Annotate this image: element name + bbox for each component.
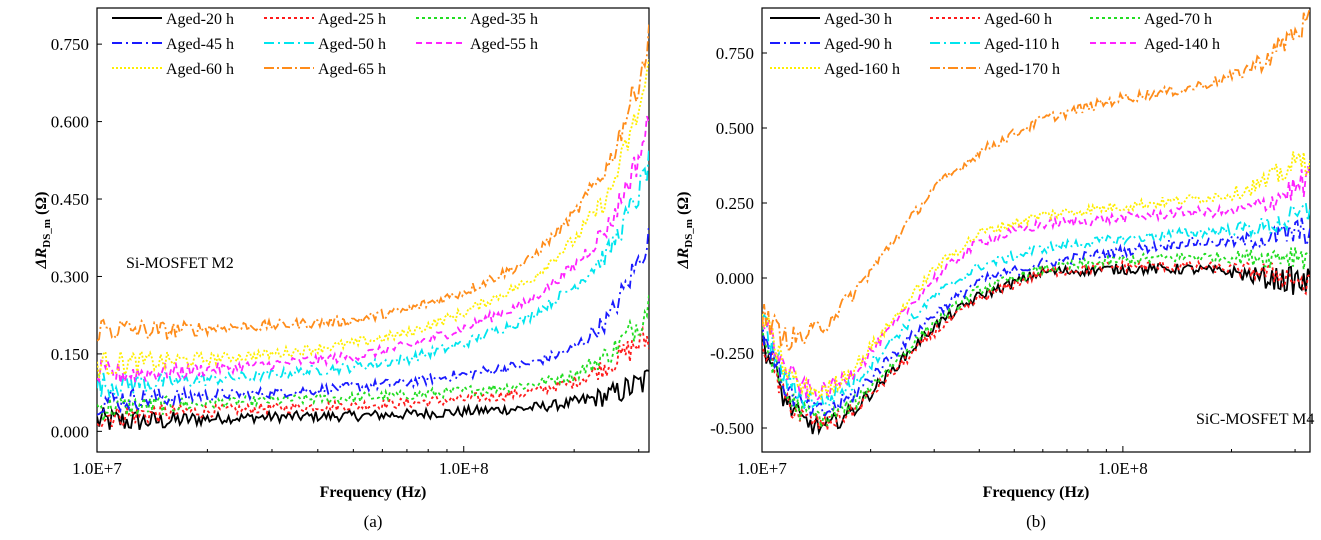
y-tick-label: 0.600 bbox=[51, 113, 89, 132]
panel-caption: (a) bbox=[364, 512, 383, 531]
series-line bbox=[97, 115, 649, 384]
series-line bbox=[97, 224, 649, 416]
y-tick-label: 0.300 bbox=[51, 267, 89, 286]
legend-label: Aged-55 h bbox=[470, 36, 538, 53]
series-line bbox=[97, 294, 649, 422]
x-tick-label: 1.0E+8 bbox=[1098, 459, 1148, 478]
y-tick-label: -0.250 bbox=[710, 344, 754, 363]
y-tick-label: 0.750 bbox=[51, 35, 89, 54]
series-line bbox=[762, 259, 1310, 431]
y-tick-label: 0.250 bbox=[716, 194, 754, 213]
legend-label: Aged-20 h bbox=[166, 11, 234, 28]
y-axis-title: ΔRDS_m (Ω) bbox=[33, 192, 53, 270]
chart-panel-2: -0.500 -0.250 0.000 0.250 0.500 0.750 1.0E+7 1.… bbox=[675, 7, 1314, 531]
y-tick-label: 0.750 bbox=[716, 44, 754, 63]
legend-label: Aged-90 h bbox=[824, 36, 892, 53]
series-line bbox=[97, 146, 649, 398]
legend-label: Aged-60 h bbox=[984, 11, 1052, 28]
series-line bbox=[762, 151, 1310, 400]
legend-label: Aged-170 h bbox=[984, 61, 1060, 78]
legend-label: Aged-160 h bbox=[824, 61, 900, 78]
series-line bbox=[97, 59, 649, 379]
legend-label: Aged-35 h bbox=[470, 11, 538, 28]
series-line bbox=[97, 325, 649, 429]
x-tick-label: 1.0E+8 bbox=[439, 459, 489, 478]
y-tick-label: 0.000 bbox=[51, 422, 89, 441]
series-line bbox=[762, 200, 1310, 409]
legend-label: Aged-70 h bbox=[1144, 11, 1212, 28]
y-tick-label: 0.150 bbox=[51, 345, 89, 364]
legend-label: Aged-50 h bbox=[318, 36, 386, 53]
legend-label: Aged-110 h bbox=[984, 36, 1059, 53]
legend: Aged-30 h Aged-60 h Aged-70 h Aged-90 h Aged… bbox=[770, 11, 1220, 78]
y-tick-label: 0.500 bbox=[716, 119, 754, 138]
x-tick-label: 1.0E+7 bbox=[737, 459, 787, 478]
series-line bbox=[762, 217, 1310, 417]
legend-label: Aged-65 h bbox=[318, 61, 386, 78]
series-line bbox=[762, 261, 1310, 436]
chart-panel-1: 0.000 0.150 0.300 0.450 0.600 0.750 1.0E+7 1.0E… bbox=[33, 7, 650, 531]
series-line bbox=[97, 24, 649, 342]
legend-label: Aged-30 h bbox=[824, 11, 892, 28]
panel-annotation: SiC-MOSFET M4 bbox=[1196, 411, 1314, 428]
y-tick-label: 0.000 bbox=[716, 269, 754, 288]
series-line bbox=[762, 166, 1310, 402]
x-tick-label: 1.0E+7 bbox=[72, 459, 122, 478]
x-axis-title: Frequency (Hz) bbox=[983, 484, 1090, 501]
panel-caption: (b) bbox=[1026, 512, 1046, 531]
panel-annotation: Si-MOSFET M2 bbox=[126, 255, 234, 272]
y-tick-label: 0.450 bbox=[51, 190, 89, 209]
legend-label: Aged-60 h bbox=[166, 61, 234, 78]
series-line bbox=[97, 369, 649, 431]
y-axis-title: ΔRDS_m (Ω) bbox=[675, 192, 695, 270]
x-axis-title: Frequency (Hz) bbox=[320, 484, 427, 501]
series-line bbox=[762, 8, 1310, 351]
legend-label: Aged-25 h bbox=[318, 11, 386, 28]
legend-label: Aged-45 h bbox=[166, 36, 234, 53]
y-tick-label: -0.500 bbox=[710, 419, 754, 438]
legend-label: Aged-140 h bbox=[1144, 36, 1220, 53]
legend: Aged-20 h Aged-25 h Aged-35 h Aged-45 h Aged… bbox=[112, 11, 538, 78]
